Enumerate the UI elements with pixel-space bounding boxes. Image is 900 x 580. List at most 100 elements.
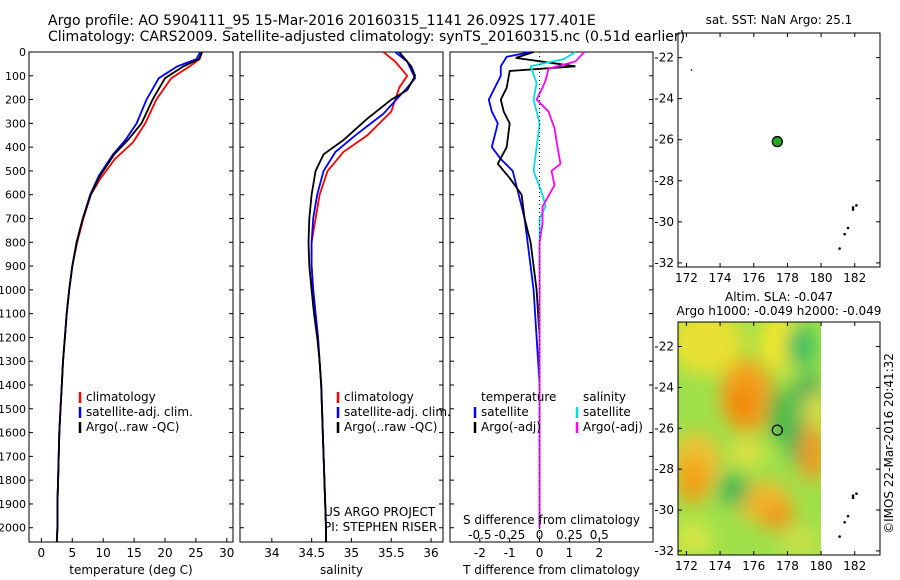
sla-map-title: Altim. SLA: -0.047 bbox=[725, 290, 833, 304]
map-y-tick-label: -24 bbox=[654, 92, 674, 106]
legend-label: Argo(-adj) bbox=[481, 420, 541, 434]
map-y-tick-label: -28 bbox=[654, 174, 674, 188]
depth-tick-label: 700 bbox=[5, 213, 26, 226]
map-y-tick-label: -22 bbox=[654, 51, 674, 65]
island-dot bbox=[851, 208, 855, 211]
map-x-tick-label: 180 bbox=[810, 559, 833, 573]
depth-tick-label: 200 bbox=[5, 94, 26, 107]
island-dot bbox=[851, 496, 855, 500]
map-x-tick-label: 180 bbox=[810, 271, 833, 285]
plot-frame-0 bbox=[28, 51, 234, 543]
map-x-tick-label: 178 bbox=[776, 559, 799, 573]
sla-blob bbox=[726, 383, 758, 425]
top-tick-label: 0 bbox=[536, 528, 544, 542]
depth-tick-label: 1300 bbox=[0, 355, 26, 368]
map-y-tick-label: -32 bbox=[654, 256, 674, 270]
depth-tick-label: 1100 bbox=[0, 308, 26, 321]
map-x-tick-label: 176 bbox=[742, 559, 765, 573]
legend-label: satellite-adj. clim. bbox=[86, 405, 193, 419]
sla-blobs bbox=[678, 322, 822, 555]
island-dot bbox=[855, 492, 858, 495]
map-x-tick-label: 176 bbox=[742, 271, 765, 285]
legend-label: Argo(..raw -QC) bbox=[344, 420, 437, 434]
map-y-tick-label: -28 bbox=[654, 462, 674, 476]
island-dot bbox=[851, 494, 855, 498]
island-dot bbox=[843, 520, 846, 524]
island-dot bbox=[838, 535, 841, 538]
top-axis-label: S difference from climatology bbox=[463, 513, 640, 527]
plot-frame-2 bbox=[449, 51, 654, 543]
depth-tick-label: 1200 bbox=[0, 331, 26, 344]
island-dot bbox=[851, 206, 855, 209]
header-line-2: Climatology: CARS2009. Satellite-adjuste… bbox=[48, 29, 686, 45]
map-frame-3 bbox=[677, 32, 881, 268]
depth-tick-label: 100 bbox=[5, 70, 26, 83]
sla-blob bbox=[785, 324, 817, 370]
series-line bbox=[55, 51, 203, 543]
sla-blob bbox=[780, 526, 822, 555]
map-y-tick-label: -30 bbox=[654, 215, 674, 229]
x-tick-label: 0 bbox=[536, 546, 544, 560]
island-dot bbox=[855, 204, 858, 207]
sla-map-subtitle: Argo h1000: -0.049 h2000: -0.049 bbox=[677, 304, 882, 318]
legend-header-temperature: temperature bbox=[481, 390, 556, 404]
map-y-tick-label: -24 bbox=[654, 380, 674, 394]
sla-heatmap bbox=[678, 322, 822, 555]
depth-tick-label: 1800 bbox=[0, 474, 26, 487]
sla-blob bbox=[760, 501, 795, 531]
x-tick-label: 20 bbox=[157, 546, 172, 560]
sla-blob bbox=[730, 438, 764, 468]
depth-tick-label: 1900 bbox=[0, 498, 26, 511]
map-x-tick-label: 174 bbox=[709, 271, 732, 285]
legend-label: satellite-adj. clim. bbox=[344, 405, 451, 419]
map-y-tick-label: -26 bbox=[654, 421, 674, 435]
x-tick-label: -1 bbox=[504, 546, 516, 560]
map-y-tick-label: -26 bbox=[654, 133, 674, 147]
depth-tick-label: 300 bbox=[5, 117, 26, 130]
pi-note: PI: STEPHEN RISER bbox=[324, 520, 437, 534]
island-dot bbox=[846, 514, 850, 518]
map-y-tick-label: -32 bbox=[654, 544, 674, 558]
x-tick-label: 0 bbox=[38, 546, 46, 560]
x-axis-label: salinity bbox=[320, 563, 363, 577]
map-frame-4 bbox=[677, 321, 881, 556]
x-tick-label: 2 bbox=[595, 546, 603, 560]
project-note: US ARGO PROJECT bbox=[324, 505, 436, 519]
x-tick-label: 5 bbox=[68, 546, 76, 560]
depth-tick-label: 1000 bbox=[0, 284, 26, 297]
sla-blob bbox=[678, 458, 710, 504]
sst-map-title: sat. SST: NaN Argo: 25.1 bbox=[706, 13, 853, 27]
island-dot bbox=[846, 226, 850, 230]
depth-tick-label: 400 bbox=[5, 141, 26, 154]
map-x-tick-label: 182 bbox=[843, 271, 866, 285]
argo-position-ring bbox=[771, 424, 783, 436]
map-x-tick-label: 182 bbox=[843, 559, 866, 573]
legend-label: climatology bbox=[86, 390, 156, 404]
depth-tick-label: 800 bbox=[5, 236, 26, 249]
legend-header-salinity: salinity bbox=[583, 390, 626, 404]
depth-tick-label: 0 bbox=[19, 46, 26, 59]
depth-tick-label: 2000 bbox=[0, 522, 26, 535]
top-tick-label: 0.25 bbox=[556, 528, 583, 542]
map-x-tick-label: 174 bbox=[709, 559, 732, 573]
depth-tick-label: 1600 bbox=[0, 427, 26, 440]
sla-blob bbox=[718, 473, 749, 506]
island-dot bbox=[838, 247, 841, 250]
legend-label: satellite bbox=[583, 405, 631, 419]
x-tick-label: 1 bbox=[566, 546, 574, 560]
x-tick-label: 25 bbox=[188, 546, 203, 560]
legend-label: climatology bbox=[344, 390, 414, 404]
x-tick-label: 10 bbox=[96, 546, 111, 560]
x-tick-label: 35 bbox=[344, 546, 359, 560]
map-y-tick-label: -22 bbox=[654, 340, 674, 354]
argo-position-marker bbox=[771, 135, 783, 148]
sla-blob bbox=[678, 520, 714, 555]
header-line-1: Argo profile: AO 5904111_95 15-Mar-2016 … bbox=[48, 13, 596, 29]
sla-blob bbox=[799, 424, 822, 482]
series-line bbox=[307, 51, 417, 542]
depth-tick-label: 1500 bbox=[0, 403, 26, 416]
x-tick-label: 35.5 bbox=[378, 546, 405, 560]
map-x-tick-label: 178 bbox=[776, 271, 799, 285]
depth-tick-label: 600 bbox=[5, 189, 26, 202]
